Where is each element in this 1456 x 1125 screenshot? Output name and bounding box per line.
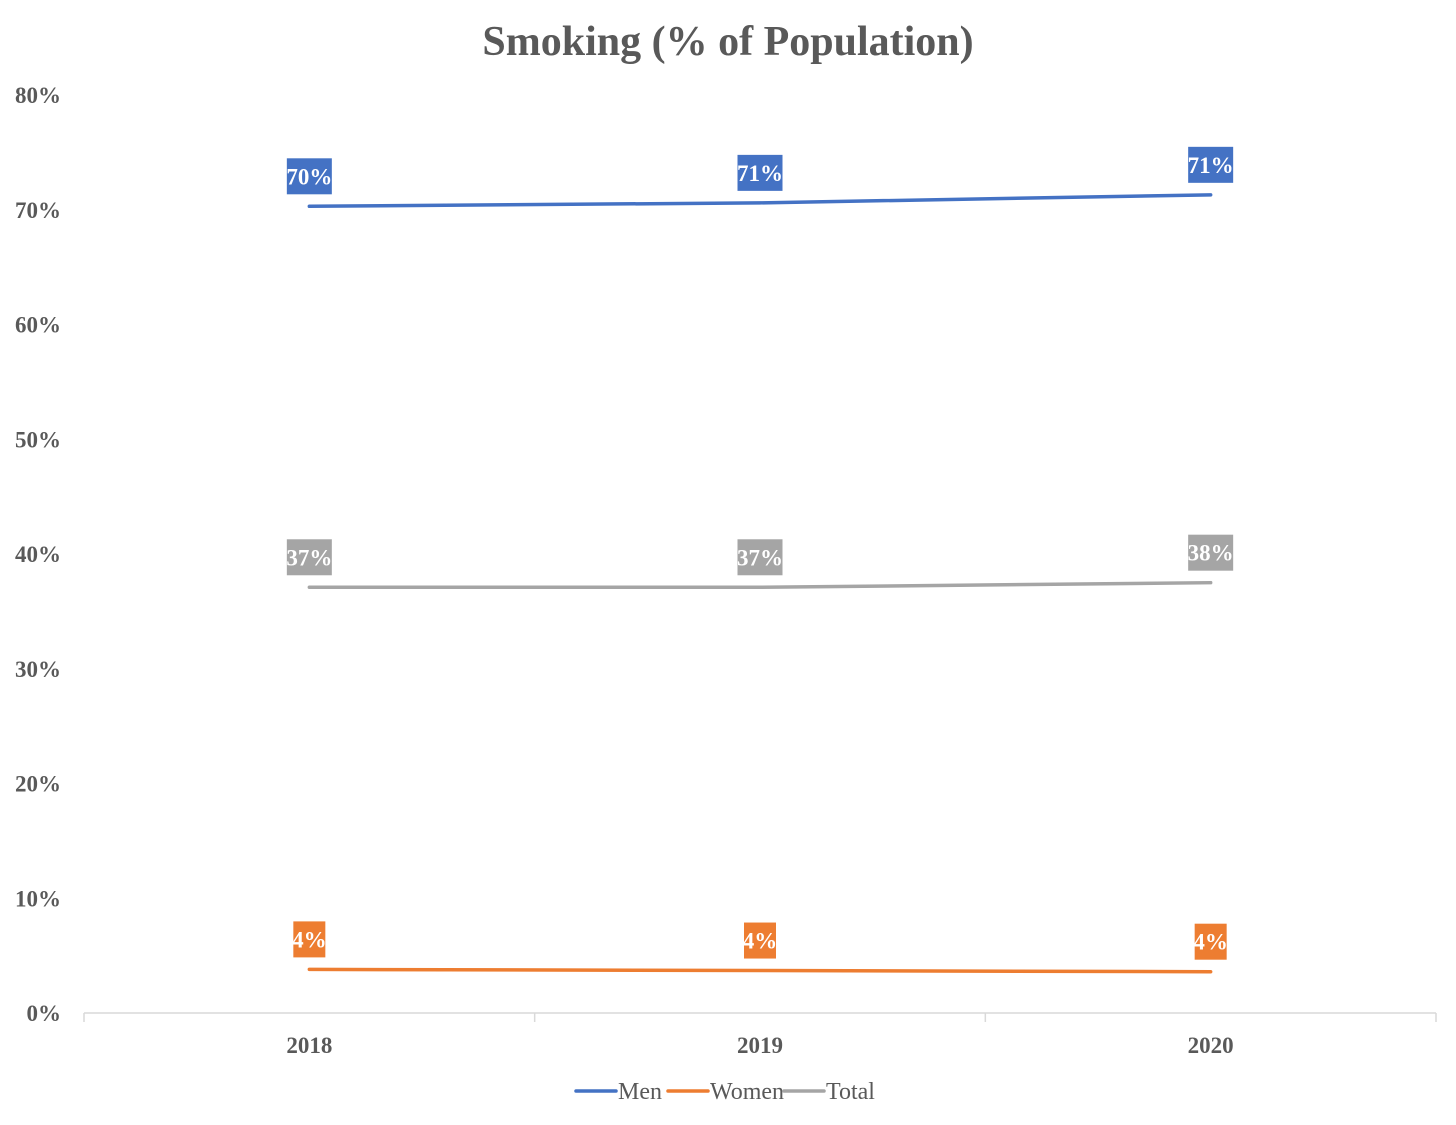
data-label-box: [286, 539, 332, 576]
data-label-text: 4%: [743, 929, 778, 954]
series-line-men: [307, 193, 1213, 209]
legend-label: Total: [826, 1079, 875, 1105]
data-label-box: [744, 922, 776, 959]
y-tick-label: 80%: [15, 83, 61, 108]
y-tick-label: 60%: [15, 313, 61, 338]
data-label-box: [293, 921, 326, 958]
data-label-box: [737, 154, 783, 191]
legend-label: Men: [618, 1079, 662, 1105]
data-label-text: 71%: [1188, 153, 1234, 178]
y-tick-label: 30%: [15, 657, 61, 682]
x-axis: 2018 2019 2020: [83, 1012, 1437, 1058]
data-label-box: [1188, 146, 1234, 183]
data-label-women: 4%: [1193, 923, 1228, 960]
y-tick-label: 70%: [15, 198, 61, 223]
legend: Men Women Total: [574, 1079, 875, 1105]
x-tick-label: 2019: [737, 1033, 783, 1058]
data-label-women: 4%: [743, 922, 778, 959]
data-label-men: 71%: [737, 154, 783, 191]
data-label-text: 37%: [737, 545, 783, 570]
data-label-box: [286, 158, 332, 195]
data-labels: 70% 71% 71% 4% 4% 4% 37% 37% 38%: [286, 146, 1234, 960]
chart-title: Smoking (% of Population): [482, 19, 973, 65]
data-label-text: 71%: [737, 161, 783, 186]
y-axis: 0% 10% 20% 30% 40% 50% 60% 70% 80%: [15, 83, 61, 1026]
data-label-box: [1194, 923, 1227, 960]
y-tick-label: 0%: [27, 1001, 62, 1026]
x-tick-label: 2020: [1188, 1033, 1234, 1058]
y-tick-label: 20%: [15, 772, 61, 797]
series-line-total: [307, 580, 1213, 590]
x-tick-label: 2018: [286, 1033, 332, 1058]
data-label-total: 37%: [286, 539, 332, 576]
data-label-women: 4%: [292, 921, 327, 958]
data-label-box: [1188, 534, 1234, 571]
data-label-total: 38%: [1188, 534, 1234, 571]
data-label-text: 70%: [286, 164, 332, 189]
data-label-text: 4%: [292, 927, 327, 952]
legend-item-total: Total: [782, 1079, 875, 1105]
data-label-men: 71%: [1188, 146, 1234, 183]
data-label-total: 37%: [737, 539, 783, 576]
y-tick-label: 10%: [15, 886, 61, 911]
series-line-women: [307, 967, 1213, 974]
data-label-text: 38%: [1188, 541, 1234, 566]
data-label-men: 70%: [286, 158, 332, 195]
y-tick-label: 50%: [15, 427, 61, 452]
legend-label: Women: [710, 1079, 784, 1105]
data-label-box: [737, 539, 783, 576]
legend-item-men: Men: [574, 1079, 662, 1105]
legend-item-women: Women: [666, 1079, 784, 1105]
series-group: [307, 193, 1213, 974]
data-label-text: 4%: [1193, 930, 1228, 955]
y-tick-label: 40%: [15, 542, 61, 567]
data-label-text: 37%: [286, 545, 332, 570]
